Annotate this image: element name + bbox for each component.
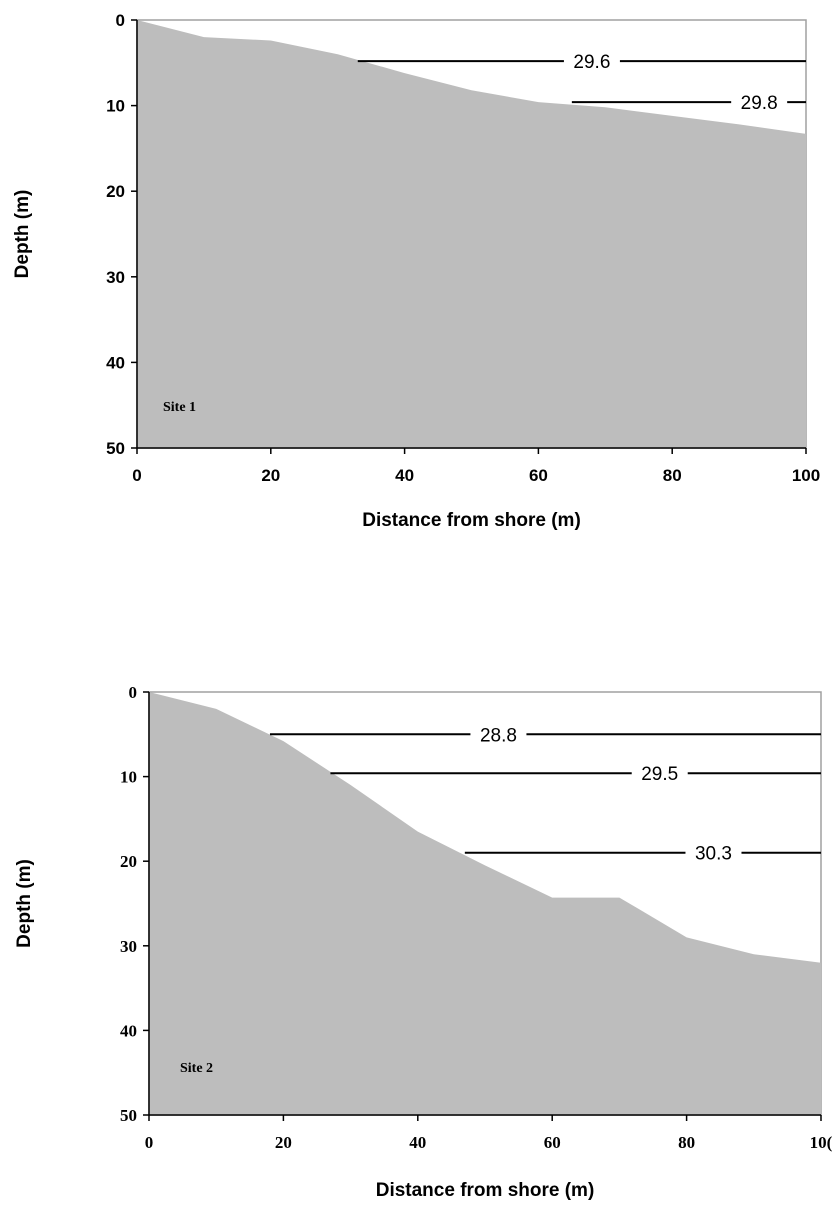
y-tick-label: 30: [120, 937, 137, 956]
y-tick-label: 30: [106, 268, 125, 287]
x-tick-label: 10(: [810, 1133, 833, 1152]
x-tick-label: 0: [132, 466, 141, 485]
isotherm-label: 29.6: [573, 52, 610, 73]
x-tick-label: 80: [663, 466, 682, 485]
x-axis-title: Distance from shore (m): [376, 1180, 595, 1201]
seabed-profile-area: [149, 692, 821, 1115]
x-axis-title: Distance from shore (m): [362, 510, 581, 531]
y-axis-title: Depth (m): [14, 859, 35, 948]
y-tick-label: 0: [129, 683, 138, 702]
y-tick-label: 40: [120, 1021, 137, 1040]
y-tick-label: 50: [106, 439, 125, 458]
y-tick-label: 40: [106, 353, 125, 372]
site-1-chart: 29.6 29.8 0 10 20 30 40 50 0 20 40 60 80 100 Distance …: [12, 11, 820, 531]
x-tick-label: 20: [261, 466, 280, 485]
x-tick-label: 40: [395, 466, 414, 485]
y-axis-title: Depth (m): [12, 190, 33, 279]
x-tick-label: 20: [275, 1133, 292, 1152]
x-tick-label: 80: [678, 1133, 695, 1152]
y-tick-label: 10: [106, 97, 125, 116]
x-tick-label: 40: [409, 1133, 426, 1152]
y-tick-label: 20: [106, 182, 125, 201]
x-tick-label: 0: [145, 1133, 154, 1152]
site-label: Site 2: [180, 1061, 213, 1076]
y-tick-label: 10: [120, 768, 137, 787]
site-label: Site 1: [163, 400, 196, 415]
y-tick-label: 20: [120, 852, 137, 871]
x-tick-label: 60: [529, 466, 548, 485]
x-tick-label: 60: [544, 1133, 561, 1152]
site-2-chart: 28.8 29.5 30.3 0 10 20 30 40 50 0 20 40 60 80 10( Dista…: [14, 683, 833, 1201]
isotherm-label: 29.8: [741, 93, 778, 114]
isotherm-label: 29.5: [641, 764, 678, 785]
seabed-profile-area: [137, 20, 806, 448]
x-tick-label: 100: [792, 466, 820, 485]
y-tick-label: 0: [116, 11, 125, 30]
isotherm-label: 28.8: [480, 725, 517, 746]
y-tick-label: 50: [120, 1106, 137, 1125]
isotherm-label: 30.3: [695, 844, 732, 865]
